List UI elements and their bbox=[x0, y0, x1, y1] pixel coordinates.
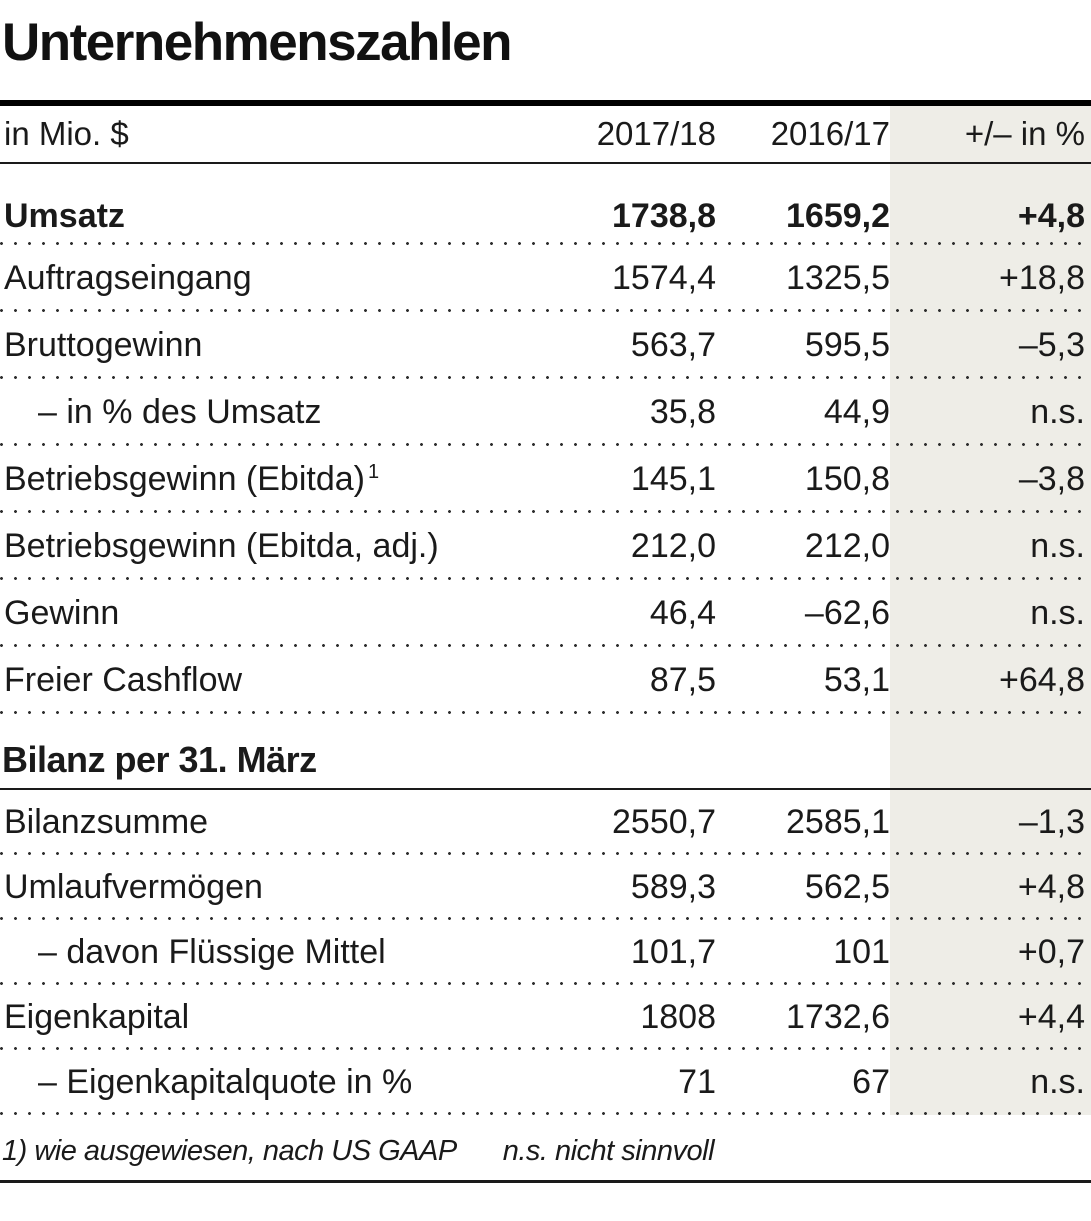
row-label: Gewinn bbox=[4, 594, 120, 632]
value-delta-percent: +18,8 bbox=[998, 259, 1085, 297]
row-label: – in % des Umsatz bbox=[38, 393, 322, 431]
table-row: – Eigenkapitalquote in % 71 67 n.s. bbox=[0, 1050, 1091, 1115]
row-label: Betriebsgewinn (Ebitda) 1 bbox=[4, 460, 380, 498]
value-2016-17: 44,9 bbox=[823, 393, 890, 431]
table-row: Bilanzsumme 2550,7 2585,1 –1,3 bbox=[0, 790, 1091, 855]
value-delta-percent: n.s. bbox=[1030, 594, 1085, 632]
section-header: Bilanz per 31. März bbox=[0, 714, 1091, 790]
row-label: Freier Cashflow bbox=[4, 661, 243, 699]
delta-column-highlight bbox=[890, 106, 1091, 1115]
row-label: Bilanzsumme bbox=[4, 803, 209, 841]
value-delta-percent: +4,8 bbox=[1017, 868, 1085, 906]
unit-label: in Mio. $ bbox=[4, 115, 129, 152]
value-2017-18: 46,4 bbox=[649, 594, 716, 632]
value-delta-percent: +4,8 bbox=[1017, 197, 1085, 235]
table-row: Umlaufvermögen 589,3 562,5 +4,8 bbox=[0, 855, 1091, 920]
value-2016-17: 150,8 bbox=[804, 460, 890, 498]
value-2017-18: 212,0 bbox=[630, 527, 716, 565]
value-2017-18: 1574,4 bbox=[612, 259, 716, 297]
value-2016-17: 1659,2 bbox=[786, 197, 890, 235]
footnote: 1) wie ausgewiesen, nach US GAAP n.s. ni… bbox=[0, 1115, 1091, 1183]
value-2017-18: 35,8 bbox=[649, 393, 716, 431]
table-row: Gewinn 46,4 –62,6 n.s. bbox=[0, 580, 1091, 647]
footnote-abbreviation: n.s. nicht sinnvoll bbox=[502, 1135, 715, 1167]
value-2017-18: 87,5 bbox=[649, 661, 716, 699]
row-label: Bruttogewinn bbox=[4, 326, 203, 364]
row-label: Umsatz bbox=[4, 197, 125, 235]
value-delta-percent: –3,8 bbox=[1018, 460, 1085, 498]
table-row: – in % des Umsatz 35,8 44,9 n.s. bbox=[0, 379, 1091, 446]
footnote-definition: 1) wie ausgewiesen, nach US GAAP bbox=[2, 1135, 457, 1167]
value-delta-percent: n.s. bbox=[1030, 1063, 1085, 1101]
value-2016-17: 2585,1 bbox=[786, 803, 890, 841]
row-label: Betriebsgewinn (Ebitda, adj.) bbox=[4, 527, 439, 565]
column-header-2016-17: 2016/17 bbox=[770, 115, 890, 152]
footnote-marker: 1 bbox=[367, 460, 380, 483]
value-delta-percent: +64,8 bbox=[998, 661, 1085, 699]
value-2016-17: 212,0 bbox=[804, 527, 890, 565]
value-2017-18: 101,7 bbox=[630, 933, 716, 971]
table-row: Betriebsgewinn (Ebitda, adj.) 212,0 212,0 n… bbox=[0, 513, 1091, 580]
row-label: Eigenkapital bbox=[4, 998, 190, 1036]
value-delta-percent: n.s. bbox=[1030, 527, 1085, 565]
value-2016-17: 101 bbox=[833, 933, 890, 971]
row-label: – Eigenkapitalquote in % bbox=[38, 1063, 413, 1101]
table-row: Freier Cashflow 87,5 53,1 +64,8 bbox=[0, 647, 1091, 714]
value-delta-percent: n.s. bbox=[1030, 393, 1085, 431]
row-label: Auftragseingang bbox=[4, 259, 252, 297]
value-delta-percent: –5,3 bbox=[1018, 326, 1085, 364]
table-row: Auftragseingang 1574,4 1325,5 +18,8 bbox=[0, 245, 1091, 312]
column-header-delta-percent: +/– in % bbox=[964, 115, 1085, 152]
value-delta-percent: –1,3 bbox=[1018, 803, 1085, 841]
table-row: – davon Flüssige Mittel 101,7 101 +0,7 bbox=[0, 920, 1091, 985]
column-header-2017-18: 2017/18 bbox=[596, 115, 716, 152]
table-row: Umsatz 1738,8 1659,2 +4,8 bbox=[0, 164, 1091, 245]
value-2017-18: 1738,8 bbox=[612, 197, 716, 235]
value-2016-17: 562,5 bbox=[804, 868, 890, 906]
value-2016-17: 595,5 bbox=[804, 326, 890, 364]
value-2016-17: 1732,6 bbox=[786, 998, 890, 1036]
table-header-row: in Mio. $ 2017/18 2016/17 +/– in % bbox=[0, 106, 1091, 164]
table-row: Bruttogewinn 563,7 595,5 –5,3 bbox=[0, 312, 1091, 379]
value-2016-17: 1325,5 bbox=[786, 259, 890, 297]
table-row: Eigenkapital 1808 1732,6 +4,4 bbox=[0, 985, 1091, 1050]
table-row: Betriebsgewinn (Ebitda) 1 145,1 150,8 –3,8 bbox=[0, 446, 1091, 513]
table-body: Umsatz 1738,8 1659,2 +4,8 Auftragseingang 157… bbox=[0, 164, 1091, 1115]
value-delta-percent: +0,7 bbox=[1017, 933, 1085, 971]
value-2017-18: 2550,7 bbox=[612, 803, 716, 841]
value-delta-percent: +4,4 bbox=[1017, 998, 1085, 1036]
value-2017-18: 589,3 bbox=[630, 868, 716, 906]
row-label: – davon Flüssige Mittel bbox=[38, 933, 386, 971]
value-2017-18: 1808 bbox=[640, 998, 716, 1036]
value-2017-18: 71 bbox=[678, 1063, 716, 1101]
value-2016-17: –62,6 bbox=[804, 594, 890, 632]
value-2016-17: 53,1 bbox=[823, 661, 890, 699]
value-2017-18: 563,7 bbox=[630, 326, 716, 364]
page-title: Unternehmenszahlen bbox=[2, 13, 513, 72]
row-label: Umlaufvermögen bbox=[4, 868, 263, 906]
value-2017-18: 145,1 bbox=[630, 460, 716, 498]
value-2016-17: 67 bbox=[852, 1063, 890, 1101]
company-figures-table: in Mio. $ 2017/18 2016/17 +/– in % Umsat… bbox=[0, 100, 1091, 1183]
